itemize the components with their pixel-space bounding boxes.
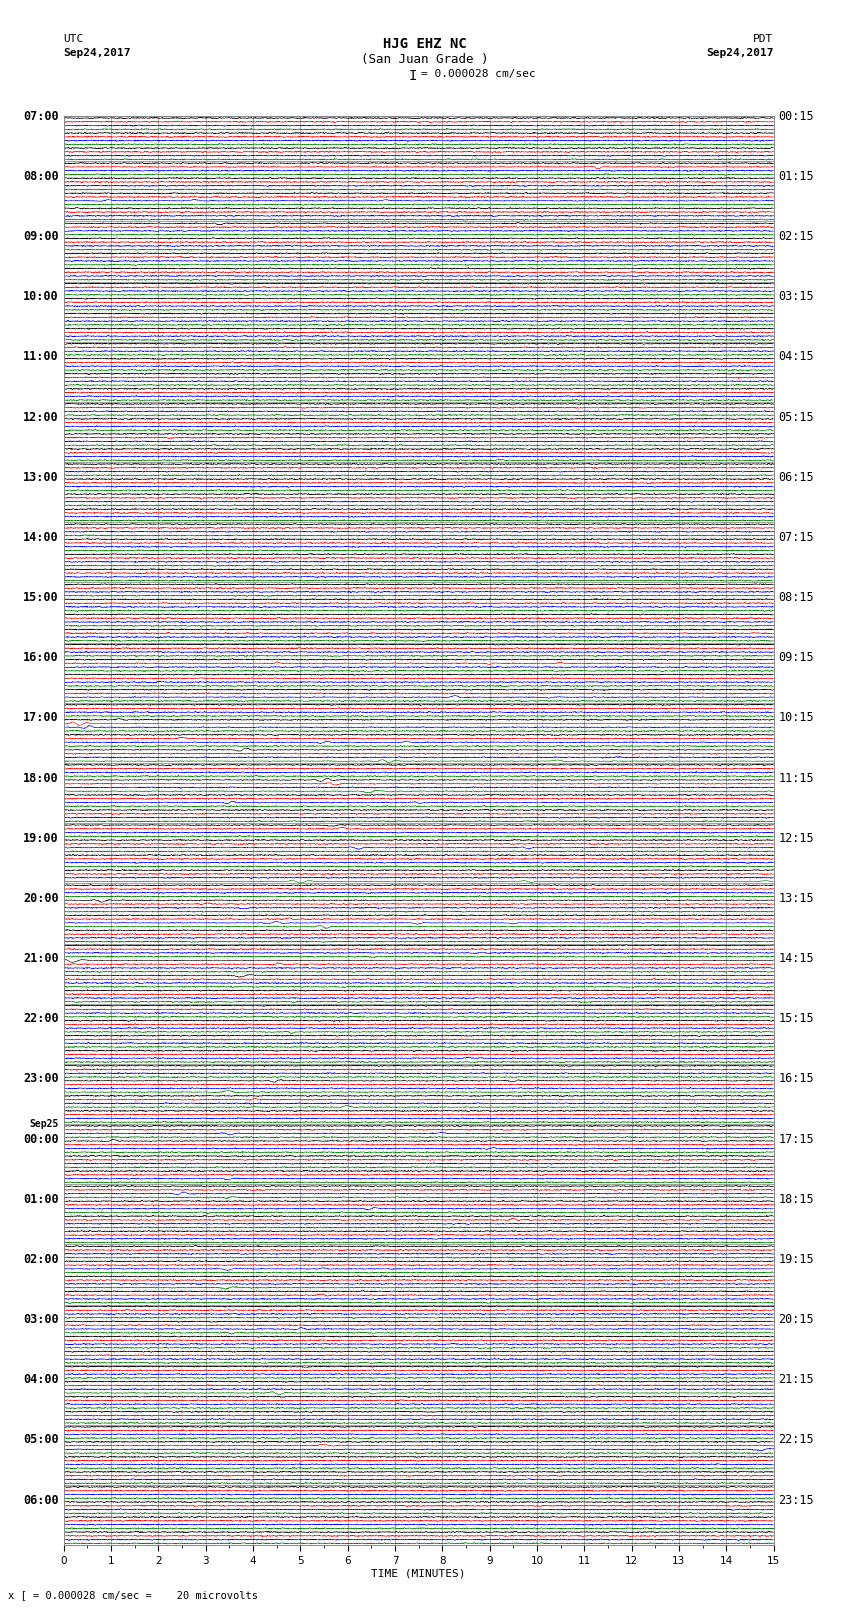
Text: I: I [408,69,416,84]
Text: 14:00: 14:00 [23,531,59,544]
Text: Sep25: Sep25 [29,1119,59,1129]
Text: 18:15: 18:15 [779,1192,814,1207]
Text: (San Juan Grade ): (San Juan Grade ) [361,53,489,66]
Text: 15:00: 15:00 [23,590,59,603]
Text: 06:00: 06:00 [23,1494,59,1507]
Text: x [ = 0.000028 cm/sec =    20 microvolts: x [ = 0.000028 cm/sec = 20 microvolts [8,1590,258,1600]
Text: 00:15: 00:15 [779,110,814,123]
X-axis label: TIME (MINUTES): TIME (MINUTES) [371,1568,466,1579]
Text: 09:00: 09:00 [23,231,59,244]
Text: Sep24,2017: Sep24,2017 [706,48,774,58]
Text: PDT: PDT [753,34,774,44]
Text: 11:15: 11:15 [779,771,814,784]
Text: 07:15: 07:15 [779,531,814,544]
Text: 08:15: 08:15 [779,590,814,603]
Text: 18:00: 18:00 [23,771,59,784]
Text: 12:15: 12:15 [779,832,814,845]
Text: 19:00: 19:00 [23,832,59,845]
Text: 01:15: 01:15 [779,169,814,182]
Text: 23:00: 23:00 [23,1073,59,1086]
Text: HJG EHZ NC: HJG EHZ NC [383,37,467,52]
Text: UTC: UTC [64,34,84,44]
Text: 22:15: 22:15 [779,1434,814,1447]
Text: 02:00: 02:00 [23,1253,59,1266]
Text: 06:15: 06:15 [779,471,814,484]
Text: 21:00: 21:00 [23,952,59,965]
Text: 22:00: 22:00 [23,1013,59,1026]
Text: 13:00: 13:00 [23,471,59,484]
Text: = 0.000028 cm/sec: = 0.000028 cm/sec [421,69,536,79]
Text: Sep24,2017: Sep24,2017 [64,48,131,58]
Text: 17:00: 17:00 [23,711,59,724]
Text: 02:15: 02:15 [779,231,814,244]
Text: 00:00: 00:00 [23,1132,59,1145]
Text: 21:15: 21:15 [779,1373,814,1386]
Text: 05:00: 05:00 [23,1434,59,1447]
Text: 04:15: 04:15 [779,350,814,363]
Text: 09:15: 09:15 [779,652,814,665]
Text: 10:00: 10:00 [23,290,59,303]
Text: 10:15: 10:15 [779,711,814,724]
Text: 23:15: 23:15 [779,1494,814,1507]
Text: 17:15: 17:15 [779,1132,814,1145]
Text: 03:15: 03:15 [779,290,814,303]
Text: 08:00: 08:00 [23,169,59,182]
Text: 07:00: 07:00 [23,110,59,123]
Text: 04:00: 04:00 [23,1373,59,1386]
Text: 15:15: 15:15 [779,1013,814,1026]
Text: 14:15: 14:15 [779,952,814,965]
Text: 03:00: 03:00 [23,1313,59,1326]
Text: 16:15: 16:15 [779,1073,814,1086]
Text: 11:00: 11:00 [23,350,59,363]
Text: 16:00: 16:00 [23,652,59,665]
Text: 12:00: 12:00 [23,410,59,424]
Text: 20:00: 20:00 [23,892,59,905]
Text: 01:00: 01:00 [23,1192,59,1207]
Text: 05:15: 05:15 [779,410,814,424]
Text: 13:15: 13:15 [779,892,814,905]
Text: 20:15: 20:15 [779,1313,814,1326]
Text: 19:15: 19:15 [779,1253,814,1266]
